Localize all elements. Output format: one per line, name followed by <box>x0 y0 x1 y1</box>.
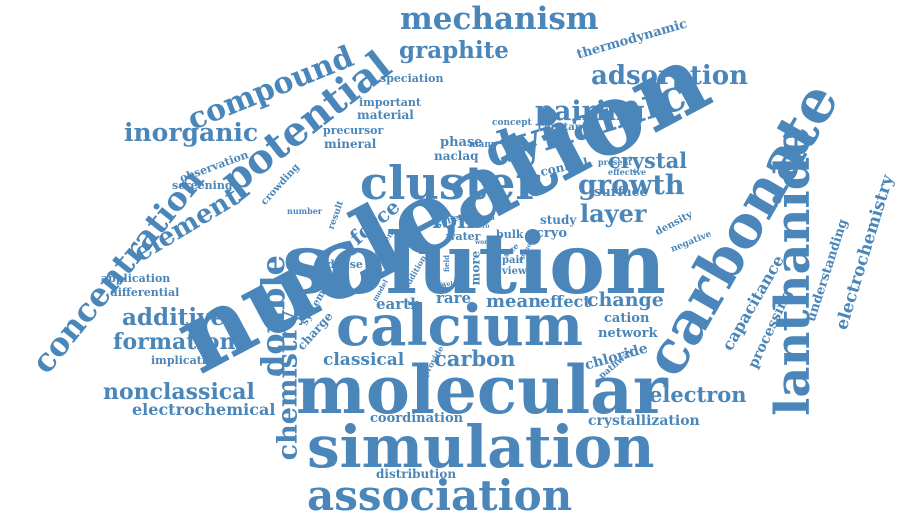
word: electrochemistry <box>831 172 899 333</box>
word: pairing <box>535 96 645 127</box>
word: graphite <box>399 37 509 64</box>
word: form <box>476 213 495 222</box>
word: screening <box>172 179 233 192</box>
word: present <box>598 157 633 167</box>
word: speciation <box>380 72 444 85</box>
word: constant <box>538 122 587 133</box>
word: level <box>437 281 453 288</box>
word: molecular <box>296 351 668 429</box>
word: network <box>598 326 658 341</box>
word: work <box>475 239 492 246</box>
word: effect <box>540 292 591 311</box>
word: cluster <box>360 156 540 210</box>
word: water <box>446 230 481 243</box>
word: cryo <box>536 226 567 241</box>
word: number <box>287 206 322 216</box>
word: carbon <box>434 346 516 371</box>
word: study <box>540 213 577 227</box>
word: earth <box>376 295 421 313</box>
word: change <box>587 289 664 311</box>
word: additive <box>122 304 226 331</box>
word: coordination <box>370 411 464 426</box>
word: cation <box>604 311 650 326</box>
word: surface <box>594 185 648 200</box>
word: zero <box>475 223 490 230</box>
word: view <box>502 266 527 277</box>
word: mean <box>486 291 542 312</box>
word: solution <box>282 214 667 313</box>
word: adsorption <box>591 61 749 91</box>
word: formation <box>113 329 236 355</box>
word: electrochemical <box>132 400 276 419</box>
word: dense <box>327 258 363 271</box>
word: material <box>357 108 414 122</box>
word: calcium <box>336 293 583 359</box>
word: naclaq <box>434 149 479 163</box>
word: simulation <box>307 413 655 481</box>
word: bulk <box>496 228 524 241</box>
word: chemistry <box>272 310 304 461</box>
word: concept <box>492 118 532 128</box>
word: layer <box>580 199 647 228</box>
word: crystal <box>608 148 688 173</box>
word: step <box>432 283 447 290</box>
word: classical <box>323 350 405 370</box>
word: important <box>359 96 421 109</box>
word: distribution <box>376 467 457 481</box>
word: application <box>101 272 171 285</box>
word: more <box>468 250 483 286</box>
word: field <box>442 254 452 273</box>
word: implication <box>151 354 222 367</box>
word: pair <box>502 255 525 266</box>
word: rare <box>436 289 472 307</box>
word: mechanism <box>400 1 599 37</box>
word: many <box>469 140 497 150</box>
word: growth <box>578 170 685 201</box>
word: differential <box>110 286 180 299</box>
word: inorganic <box>124 118 259 147</box>
word: ion <box>432 205 475 234</box>
word: acid <box>432 266 440 282</box>
word: association <box>307 471 573 517</box>
word: time <box>458 213 476 222</box>
word: precursor <box>323 124 384 137</box>
word: nonclassical <box>103 379 255 405</box>
word: crystallization <box>588 413 700 429</box>
word: electron <box>649 382 747 407</box>
word: effective <box>608 167 647 177</box>
word: phase <box>440 135 483 150</box>
word: mineral <box>324 137 377 151</box>
